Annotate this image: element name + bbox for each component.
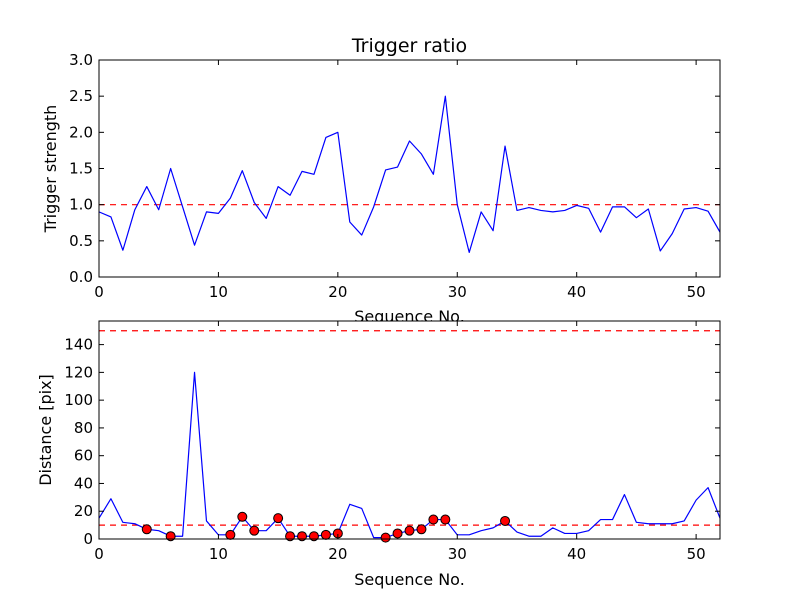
chart-top-y-tick-label: 2.0 [69,123,93,141]
chart-bottom-y-tick-label: 120 [64,363,93,381]
chart-bottom-y-tick-label: 80 [74,419,93,437]
chart-bottom-y-tick-label: 40 [74,474,93,492]
chart-bottom-marker-point [285,531,296,542]
chart-bottom-x-tick-label: 20 [328,545,347,563]
chart-bottom-marker-point [249,525,260,536]
chart-bottom-x-tick-label: 10 [209,545,228,563]
chart-top: Trigger ratio 0 10 20 30 40 50 0.0 0.5 1.0 1.5 2.… [41,35,721,326]
chart-bottom-marker-point [165,531,176,542]
chart-top-y-tick-label: 0.0 [69,268,93,286]
chart-bottom-marker-point [225,529,236,540]
chart-bottom-marker-point [500,515,511,526]
chart-top-series-line-0 [99,95,720,254]
chart-bottom-marker-point [320,529,331,540]
chart-top-y-tick-label: 1.5 [69,160,93,178]
chart-top-y-tick-label: 2.5 [69,87,93,105]
chart-top-y-axis: 0.0 0.5 1.0 1.5 2.0 2.5 3.0 [69,51,720,286]
chart-bottom: 0 10 20 30 40 50 0 20 40 60 80 100 120 140 Sequence … [36,320,721,589]
chart-bottom-y-tick-label: 140 [64,336,93,354]
chart-top-y-tick-label: 3.0 [69,51,93,69]
chart-bottom-markers [141,511,511,543]
chart-top-x-tick-label: 20 [328,283,347,301]
chart-bottom-marker-point [273,513,284,524]
chart-bottom-reference-lines [99,330,720,526]
chart-bottom-y-axis: 0 20 40 60 80 100 120 140 [64,336,720,548]
chart-bottom-x-tick-label: 30 [448,545,467,563]
chart-bottom-x-axis-label: Sequence No. [354,570,465,589]
chart-bottom-marker-point [440,514,451,525]
chart-bottom-y-tick-label: 0 [83,530,93,548]
chart-bottom-marker-point [141,524,152,535]
chart-top-series [99,95,720,254]
chart-bottom-marker-point [308,531,319,542]
chart-bottom-y-tick-label: 100 [64,391,93,409]
chart-top-x-tick-label: 0 [94,283,104,301]
chart-top-x-axis: 0 10 20 30 40 50 [94,60,706,301]
chart-bottom-x-tick-label: 50 [687,545,706,563]
chart-bottom-marker-point [416,524,427,535]
chart-bottom-y-tick-label: 20 [74,502,93,520]
chart-bottom-plot-area [99,321,720,539]
chart-top-title: Trigger ratio [351,35,467,57]
chart-top-y-tick-label: 0.5 [69,232,93,250]
chart-bottom-x-axis: 0 10 20 30 40 50 [94,321,706,563]
chart-bottom-marker-point [428,514,439,525]
chart-bottom-marker-point [404,525,415,536]
chart-bottom-frame [98,320,721,540]
chart-bottom-marker-point [392,528,403,539]
chart-top-x-tick-label: 40 [567,283,586,301]
chart-top-y-tick-label: 1.0 [69,196,93,214]
chart-bottom-marker-point [237,511,248,522]
chart-bottom-x-tick-label: 40 [567,545,586,563]
chart-bottom-marker-point [297,531,308,542]
chart-top-x-tick-label: 10 [209,283,228,301]
chart-top-x-tick-label: 30 [448,283,467,301]
chart-bottom-x-tick-label: 0 [94,545,104,563]
chart-top-plot-area [99,60,720,277]
chart-bottom-y-tick-label: 60 [74,447,93,465]
chart-top-x-tick-label: 50 [687,283,706,301]
chart-bottom-y-axis-label: Distance [pix] [36,374,55,486]
chart-bottom-marker-point [380,532,391,543]
chart-top-y-axis-label: Trigger strength [41,105,60,234]
